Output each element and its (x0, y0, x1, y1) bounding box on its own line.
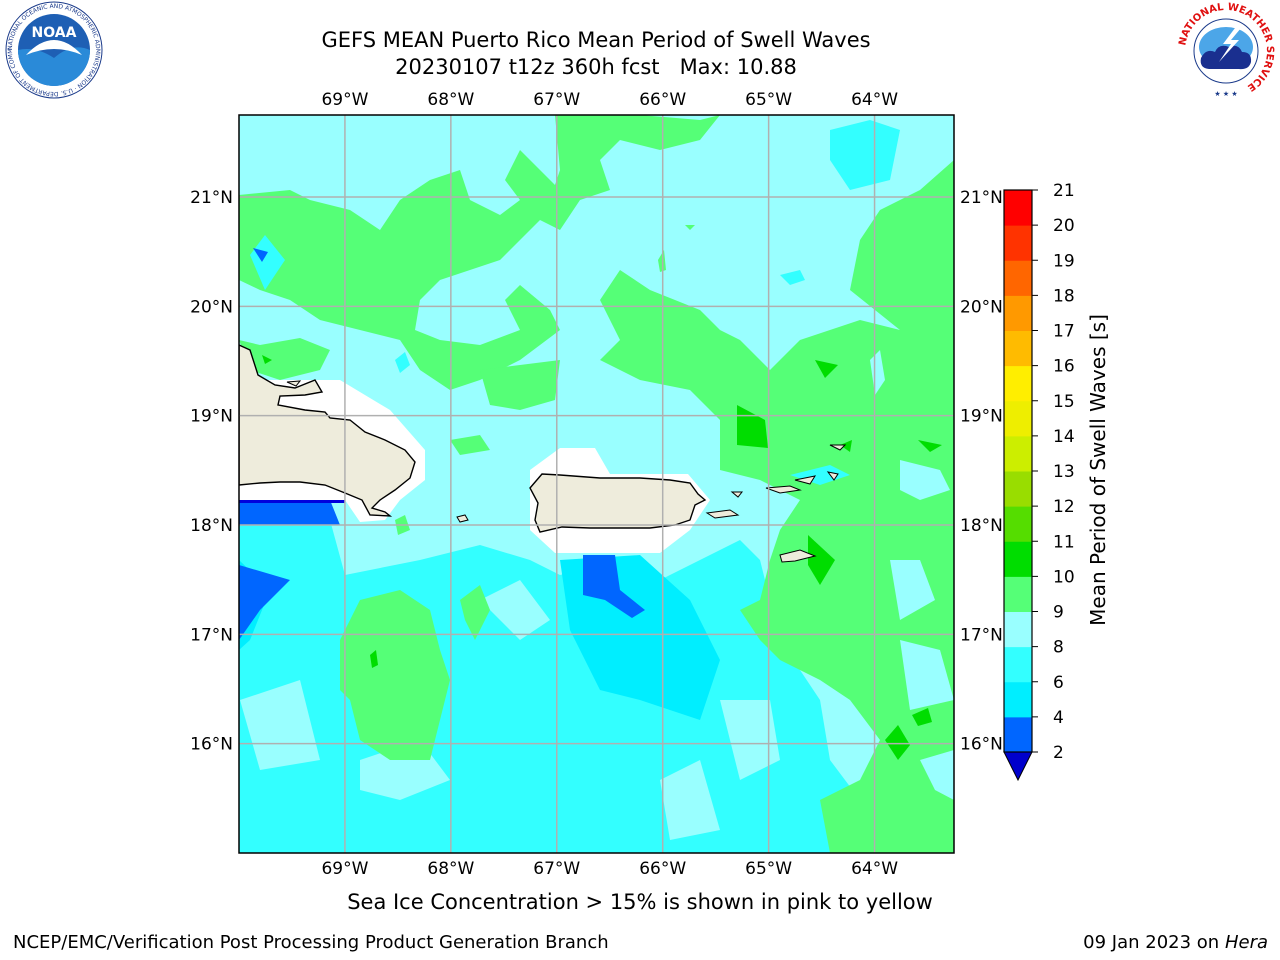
noaa-logo-text: NOAA (32, 25, 77, 41)
svg-text:★ ★ ★: ★ ★ ★ (1214, 90, 1237, 98)
nws-logo: NATIONAL WEATHER SERVICE ★ ★ ★ (1177, 2, 1275, 100)
right-lat-label: 16°N (960, 735, 1003, 755)
sea-ice-caption: Sea Ice Concentration > 15% is shown in … (347, 890, 933, 914)
colorbar-segment (1004, 471, 1032, 507)
left-lat-label: 21°N (190, 188, 233, 208)
title-line-2: 20230107 t12z 360h fcst Max: 10.88 (395, 55, 797, 79)
colorbar-segment (1004, 400, 1032, 437)
left-lat-label: 20°N (190, 297, 233, 317)
top-lon-label: 64°W (851, 90, 898, 110)
colorbar-tick-label: 6 (1053, 673, 1064, 693)
top-lon-label: 66°W (639, 90, 686, 110)
colorbar-tick-label: 8 (1053, 638, 1064, 658)
land-st-croix (779, 549, 817, 563)
colorbar-tick-label: 9 (1053, 603, 1064, 623)
left-latitude-labels: 21°N 20°N 19°N 18°N 17°N 16°N (190, 188, 233, 755)
colorbar-tick-label: 12 (1053, 497, 1075, 517)
colorbar-tick-label: 13 (1053, 462, 1075, 482)
colorbar-segment (1004, 541, 1032, 577)
colorbar-tick-label: 18 (1053, 286, 1075, 306)
colorbar-segment (1004, 260, 1032, 296)
title-line-1: GEFS MEAN Puerto Rico Mean Period of Swe… (321, 28, 871, 52)
colorbar-segment (1004, 716, 1032, 753)
top-lon-label: 68°W (427, 90, 474, 110)
colorbar-tick-label: 2 (1053, 743, 1064, 763)
colorbar-tick-label: 14 (1053, 427, 1075, 447)
bottom-longitude-labels: 69°W 68°W 67°W 66°W 65°W 64°W (321, 859, 898, 879)
colorbar-tick-label: 10 (1053, 567, 1075, 587)
footer-host: Hera (1224, 932, 1268, 953)
left-lat-label: 18°N (190, 516, 233, 536)
right-latitude-labels: 21°N 20°N 19°N 18°N 17°N 16°N (960, 188, 1003, 755)
right-lat-label: 21°N (960, 188, 1003, 208)
top-longitude-labels: 69°W 68°W 67°W 66°W 65°W 64°W (321, 90, 898, 110)
footer-date-text: 09 Jan 2023 on (1083, 932, 1225, 953)
land-mona-island (456, 514, 469, 523)
gridlines (239, 115, 954, 853)
colorbar-segment (1004, 576, 1032, 612)
bottom-lon-label: 67°W (533, 859, 580, 879)
map-frame (238, 114, 955, 854)
noaa-logo: NATIONAL OCEANIC AND ATMOSPHERIC ADMINIS… (4, 0, 103, 99)
colorbar-tick-label: 19 (1053, 251, 1075, 271)
footer-credit: NCEP/EMC/Verification Post Processing Pr… (13, 932, 609, 953)
left-lat-label: 19°N (190, 407, 233, 427)
colorbar-tick-label: 16 (1053, 357, 1075, 377)
colorbar-segment (1004, 646, 1032, 683)
field-9-10-east (600, 160, 954, 853)
field-2-4-west (239, 500, 340, 525)
colorbar-label: Mean Period of Swell Waves [s] (1086, 314, 1110, 626)
colorbar-tick-label: 21 (1053, 181, 1075, 201)
top-lon-label: 67°W (533, 90, 580, 110)
swell-period-field (239, 115, 954, 853)
land-vieques (705, 509, 740, 519)
land-hispaniola (239, 344, 416, 517)
bottom-lon-label: 64°W (851, 859, 898, 879)
colorbar-segment (1004, 506, 1032, 542)
bottom-lon-label: 69°W (321, 859, 368, 879)
land-puerto-rico (529, 473, 707, 533)
footer-date: 09 Jan 2023 on Hera (1083, 932, 1268, 953)
right-lat-label: 20°N (960, 297, 1003, 317)
colorbar-segment (1004, 435, 1032, 472)
top-lon-label: 65°W (745, 90, 792, 110)
map-title: GEFS MEAN Puerto Rico Mean Period of Swe… (246, 27, 946, 81)
bottom-lon-label: 65°W (745, 859, 792, 879)
colorbar-segment (1004, 190, 1032, 226)
field-9-10-south (340, 590, 450, 760)
right-lat-label: 18°N (960, 516, 1003, 536)
colorbar-segment (1004, 611, 1032, 648)
bottom-lon-label: 68°W (427, 859, 474, 879)
colorbar-segment (1004, 681, 1032, 718)
colorbar-tick-label: 20 (1053, 216, 1075, 236)
colorbar: 2 4 6 8 9 10 11 12 13 14 15 16 17 18 19 20 21 (1003, 181, 1075, 782)
left-lat-label: 17°N (190, 625, 233, 645)
colorbar-segment (1004, 225, 1032, 261)
colorbar-segment (1004, 330, 1032, 367)
colorbar-segment (1004, 295, 1032, 331)
right-lat-label: 19°N (960, 407, 1003, 427)
colorbar-under-arrow (1003, 751, 1033, 782)
top-lon-label: 69°W (321, 90, 368, 110)
left-lat-label: 16°N (190, 735, 233, 755)
colorbar-tick-label: 15 (1053, 392, 1075, 412)
colorbar-segment (1004, 365, 1032, 402)
right-lat-label: 17°N (960, 625, 1003, 645)
bottom-lon-label: 66°W (639, 859, 686, 879)
colorbar-tick-label: 4 (1053, 708, 1064, 728)
colorbar-tick-label: 11 (1053, 532, 1075, 552)
field-9-10-north (239, 115, 720, 390)
colorbar-tick-label: 17 (1053, 322, 1075, 342)
